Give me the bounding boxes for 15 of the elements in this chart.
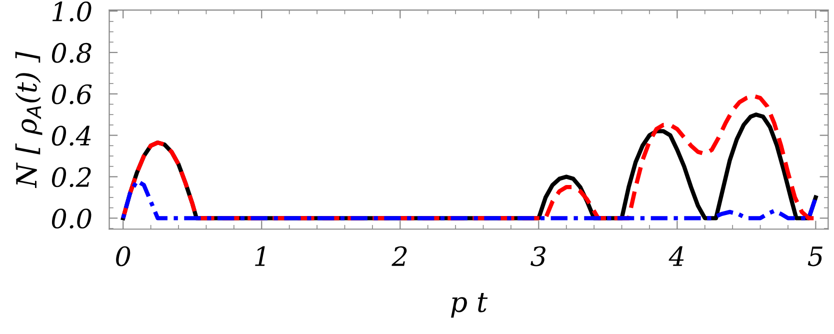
x-tick-label: 0	[116, 246, 130, 266]
y-axis-title: N [ ρ$_{A}$(t) ]	[15, 52, 42, 188]
y-tick-label: 0.4	[52, 126, 91, 146]
y-tick-label: 0.6	[52, 84, 92, 104]
x-tick-label: 3	[530, 246, 546, 266]
y-tick-label: 1.0	[52, 1, 92, 22]
x-axis-title: p t	[451, 292, 488, 318]
x-tick-label: 2	[392, 246, 407, 266]
y-tick-label: 0.2	[52, 167, 91, 188]
x-tick-label: 4	[668, 246, 684, 266]
y-tick-label: 0.8	[52, 42, 92, 63]
x-tick-label: 5	[808, 246, 822, 266]
y-tick-label: 0.0	[52, 208, 92, 229]
line-series	[121, 178, 818, 220]
x-tick-label: 1	[255, 246, 265, 266]
